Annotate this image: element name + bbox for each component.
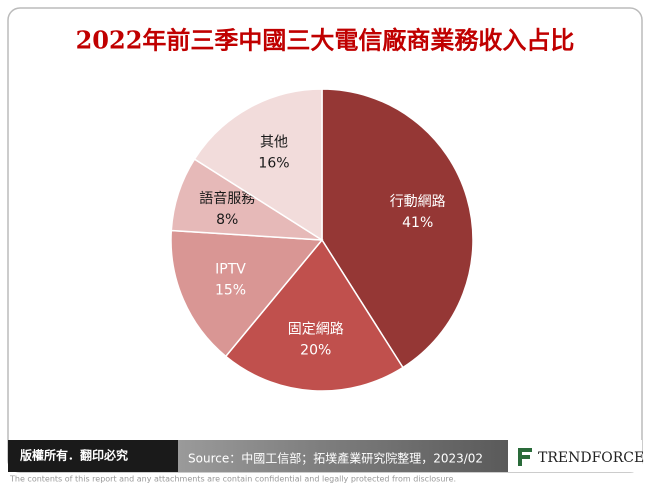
disclaimer: The contents of this report and any atta…: [9, 475, 456, 484]
slice-label: 其他: [260, 135, 288, 151]
pie-slice: [193, 88, 323, 242]
pie-slice: [321, 88, 474, 369]
logo-icon: [518, 448, 532, 466]
slice-value: 41%: [402, 215, 433, 231]
slice-label: 行動網路: [390, 194, 446, 210]
pie-slice: [170, 229, 324, 358]
slice-label: IPTV: [215, 262, 246, 278]
copyright: 版權所有．翻印必究: [20, 448, 128, 463]
slice-label: 語音服務: [199, 190, 255, 207]
slice-value: 20%: [300, 342, 331, 358]
pie-slice: [224, 238, 404, 392]
source: Source：中國工信部；拓墣產業研究院整理，2023/02: [188, 451, 483, 466]
slice-value: 16%: [258, 156, 289, 172]
logo: TRENDFORCE: [538, 450, 644, 466]
slice-value: 15%: [215, 283, 246, 299]
pie: 行動網路 41% 固定網路 20% IPTV 15% 語音服務 8% 其他 16%: [170, 88, 474, 392]
slice-label: 固定網路: [288, 321, 344, 337]
footer-logo-band: [508, 440, 642, 472]
slice-value: 8%: [216, 212, 238, 228]
footer-left: [8, 440, 178, 472]
footer-source-band: [178, 440, 508, 472]
chart-title: 2022年前三季中國三大電信廠商業務收入占比: [76, 26, 575, 55]
